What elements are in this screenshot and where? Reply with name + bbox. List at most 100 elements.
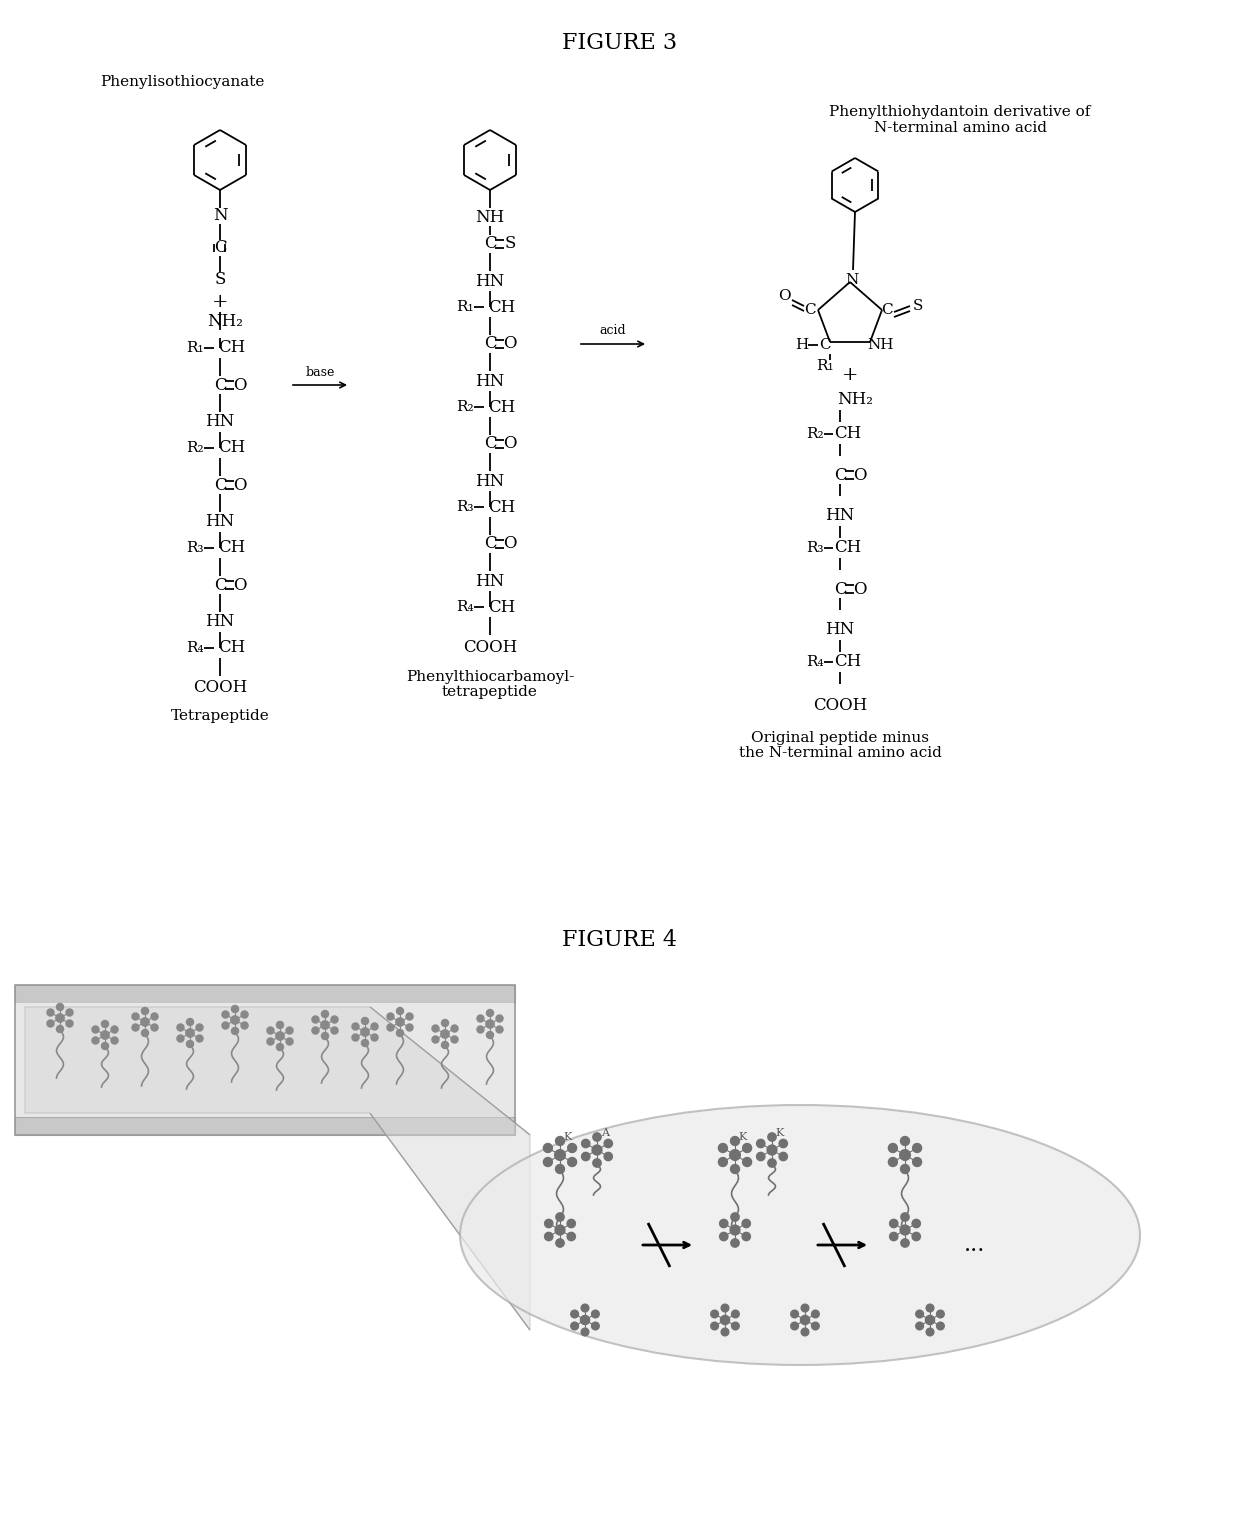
Circle shape (496, 1027, 503, 1033)
Circle shape (177, 1023, 184, 1031)
Circle shape (925, 1316, 935, 1325)
Text: the N-terminal amino acid: the N-terminal amino acid (739, 746, 941, 760)
Circle shape (451, 1025, 458, 1033)
Circle shape (66, 1010, 73, 1016)
Circle shape (900, 1225, 910, 1234)
Text: HN: HN (475, 272, 505, 289)
Circle shape (397, 1008, 403, 1014)
Circle shape (486, 1010, 494, 1017)
Circle shape (286, 1037, 293, 1045)
Text: FIGURE 3: FIGURE 3 (563, 32, 677, 54)
Circle shape (900, 1239, 909, 1247)
Circle shape (544, 1233, 553, 1240)
Circle shape (568, 1143, 577, 1153)
Text: CH: CH (218, 640, 246, 657)
Circle shape (722, 1328, 729, 1336)
Circle shape (916, 1310, 924, 1317)
Circle shape (102, 1020, 109, 1028)
Text: R₃: R₃ (456, 500, 474, 514)
Circle shape (241, 1022, 248, 1030)
Circle shape (496, 1016, 503, 1022)
Text: O: O (233, 377, 247, 394)
Text: R₁: R₁ (456, 300, 474, 314)
Polygon shape (15, 1003, 515, 1117)
Circle shape (900, 1150, 910, 1160)
Circle shape (387, 1023, 394, 1031)
Text: R₁: R₁ (186, 342, 203, 356)
Text: A: A (601, 1128, 609, 1137)
Circle shape (231, 1016, 239, 1023)
Circle shape (580, 1316, 589, 1325)
Text: HN: HN (206, 414, 234, 431)
Circle shape (711, 1322, 718, 1330)
Text: C: C (213, 577, 227, 594)
Circle shape (277, 1043, 284, 1051)
Text: COOH: COOH (193, 680, 247, 697)
Text: O: O (233, 577, 247, 594)
Text: N-terminal amino acid: N-terminal amino acid (873, 122, 1047, 135)
Text: HN: HN (475, 573, 505, 589)
Circle shape (451, 1036, 458, 1043)
Circle shape (900, 1136, 909, 1145)
Circle shape (556, 1165, 564, 1173)
Text: O: O (503, 336, 517, 352)
Text: R₄: R₄ (456, 600, 474, 614)
Circle shape (177, 1036, 184, 1042)
Text: +: + (212, 292, 228, 311)
Circle shape (267, 1027, 274, 1034)
Circle shape (222, 1022, 229, 1030)
Circle shape (486, 1031, 494, 1039)
Circle shape (277, 1022, 284, 1028)
Text: R₂: R₂ (806, 426, 823, 442)
Circle shape (371, 1034, 378, 1040)
Circle shape (730, 1136, 739, 1145)
Text: S: S (215, 271, 226, 288)
Circle shape (742, 1219, 750, 1228)
Circle shape (582, 1304, 589, 1311)
Circle shape (604, 1153, 613, 1160)
Circle shape (801, 1328, 808, 1336)
Circle shape (141, 1017, 149, 1027)
Text: Original peptide minus: Original peptide minus (751, 731, 929, 745)
Circle shape (151, 1023, 157, 1031)
Circle shape (112, 1027, 118, 1033)
Text: CH: CH (835, 540, 862, 557)
Circle shape (196, 1036, 203, 1042)
Circle shape (186, 1040, 193, 1048)
Text: COOH: COOH (813, 697, 867, 714)
Circle shape (768, 1145, 777, 1154)
Circle shape (936, 1310, 944, 1317)
Circle shape (913, 1219, 920, 1228)
Circle shape (432, 1025, 439, 1033)
Text: C: C (484, 436, 496, 452)
Circle shape (779, 1139, 787, 1148)
Circle shape (405, 1023, 413, 1031)
Circle shape (432, 1036, 439, 1043)
Text: acid: acid (600, 325, 626, 337)
Text: CH: CH (218, 540, 246, 557)
Text: HN: HN (475, 472, 505, 489)
Text: R₄: R₄ (186, 642, 203, 656)
Circle shape (543, 1143, 552, 1153)
Text: K: K (776, 1128, 784, 1137)
Circle shape (556, 1136, 564, 1145)
Text: CH: CH (835, 425, 862, 443)
Text: N: N (846, 272, 858, 286)
Circle shape (730, 1239, 739, 1247)
Circle shape (779, 1153, 787, 1160)
Text: C: C (213, 240, 227, 257)
Circle shape (57, 1025, 63, 1033)
Circle shape (396, 1017, 404, 1027)
Text: C: C (833, 580, 847, 597)
Circle shape (888, 1143, 898, 1153)
Circle shape (57, 1003, 63, 1011)
Text: HN: HN (475, 372, 505, 389)
Circle shape (141, 1008, 149, 1014)
Circle shape (56, 1014, 64, 1022)
Circle shape (604, 1139, 613, 1148)
Text: HN: HN (826, 508, 854, 525)
Circle shape (593, 1133, 601, 1140)
Text: HN: HN (826, 622, 854, 639)
Polygon shape (15, 1117, 515, 1134)
Circle shape (387, 1013, 394, 1020)
